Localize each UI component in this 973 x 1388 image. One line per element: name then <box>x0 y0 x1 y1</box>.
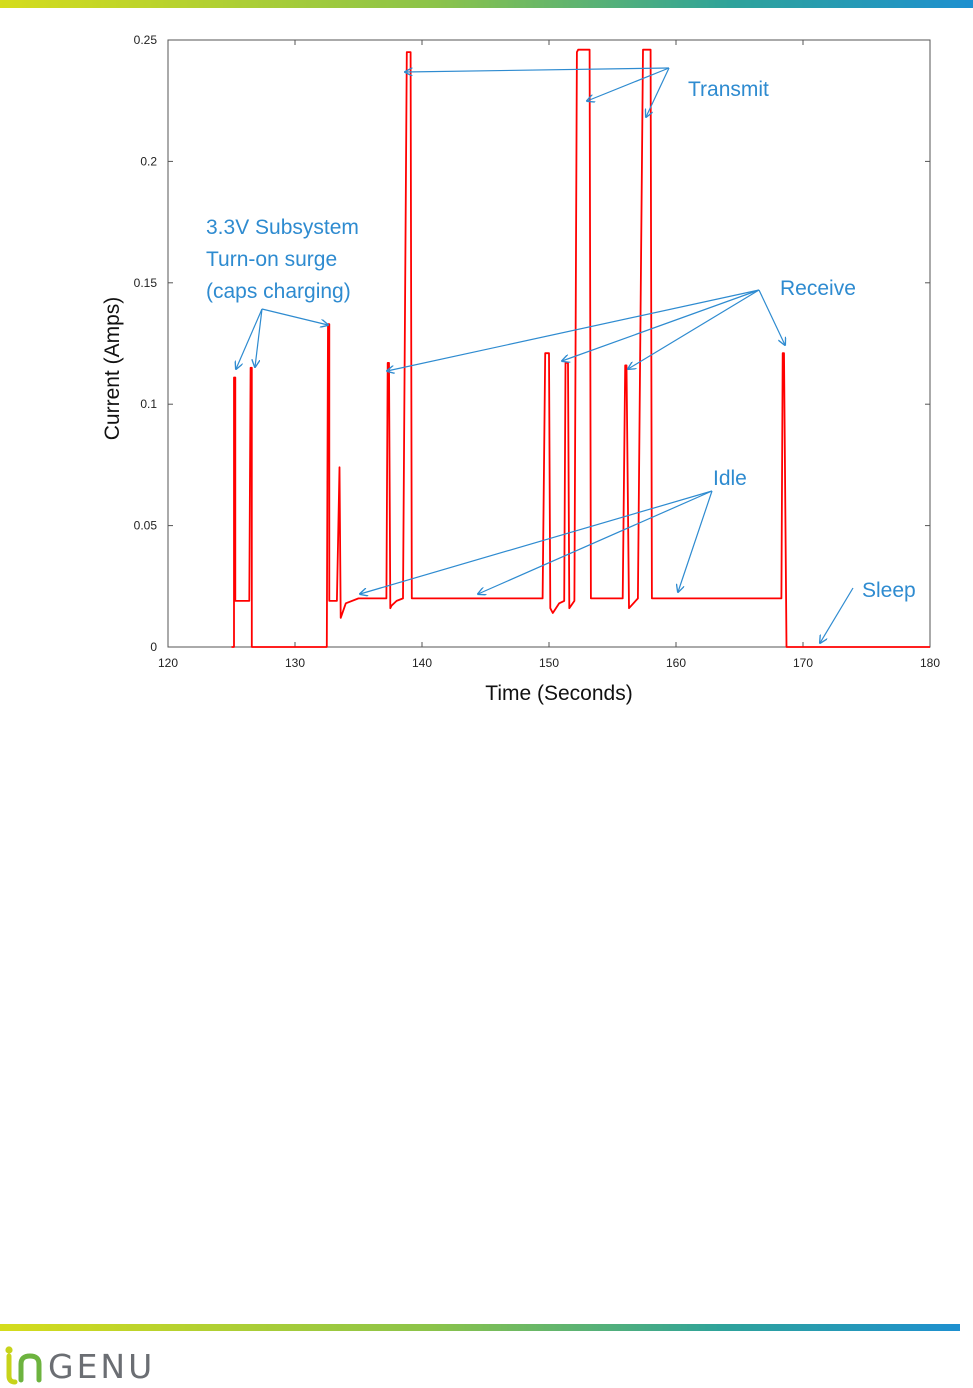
y-tick-label: 0.25 <box>134 33 158 47</box>
y-tick-label: 0.1 <box>140 397 157 411</box>
plot-frame <box>167 39 931 648</box>
annotation-surge-line-2: Turn-on surge <box>206 248 337 271</box>
logo-i-stroke <box>6 1353 18 1385</box>
annotation-arrow-sleep <box>820 587 854 643</box>
current-chart: 120 130 140 150 160 170 180 0 0.05 0.1 0.15 0.2 0.25… <box>101 33 940 705</box>
annotation-sleep: Sleep <box>862 579 916 602</box>
x-tick-label: 130 <box>285 656 305 670</box>
x-tick-label: 160 <box>666 656 686 670</box>
x-tick-label: 180 <box>920 656 940 670</box>
annotation-idle: Idle <box>713 467 747 490</box>
annotation-arrow-receive <box>628 289 760 369</box>
annotation-arrow-transmit <box>405 67 670 72</box>
x-tick-label: 170 <box>793 656 813 670</box>
ingenu-logo: GENU <box>0 1336 200 1388</box>
annotation-arrow-idle <box>360 490 713 594</box>
logo-n-stroke <box>18 1353 42 1383</box>
bottom-gradient-bar <box>0 1324 960 1331</box>
annotation-arrow-surge <box>261 308 328 325</box>
annotation-arrow-receive <box>758 289 785 345</box>
y-tick-label: 0.2 <box>140 154 157 168</box>
annotation-surge-line-3: (caps charging) <box>206 280 351 303</box>
chart-svg: 120 130 140 150 160 170 180 0 0.05 0.1 0.15 0.2 0.25… <box>101 33 940 705</box>
annotation-arrow-receive <box>387 289 760 371</box>
x-axis-label: Time (Seconds) <box>485 682 632 705</box>
logo-dot <box>5 1346 13 1354</box>
annotation-receive: Receive <box>780 277 856 300</box>
y-tick-label: 0.15 <box>134 276 158 290</box>
annotation-surge-line-1: 3.3V Subsystem <box>206 216 359 239</box>
annotation-arrow-transmit <box>587 67 670 101</box>
annotation-arrow-idle <box>678 490 713 592</box>
x-tick-label: 150 <box>539 656 559 670</box>
y-tick-label: 0.05 <box>134 519 158 533</box>
annotation-transmit: Transmit <box>688 78 769 101</box>
x-tick-label: 120 <box>158 656 178 670</box>
annotation-arrow-surge <box>255 308 263 367</box>
top-gradient-bar <box>0 0 973 8</box>
annotation-arrow-transmit <box>646 67 670 117</box>
annotation-arrow-receive <box>562 289 760 361</box>
y-tick-label: 0 <box>150 640 157 654</box>
logo-wordmark: GENU <box>48 1347 155 1386</box>
x-tick-label: 140 <box>412 656 432 670</box>
annotation-arrow-idle <box>478 490 713 594</box>
annotation-arrow-surge <box>236 308 263 369</box>
series-line <box>231 48 930 648</box>
y-axis-label: Current (Amps) <box>101 297 124 441</box>
